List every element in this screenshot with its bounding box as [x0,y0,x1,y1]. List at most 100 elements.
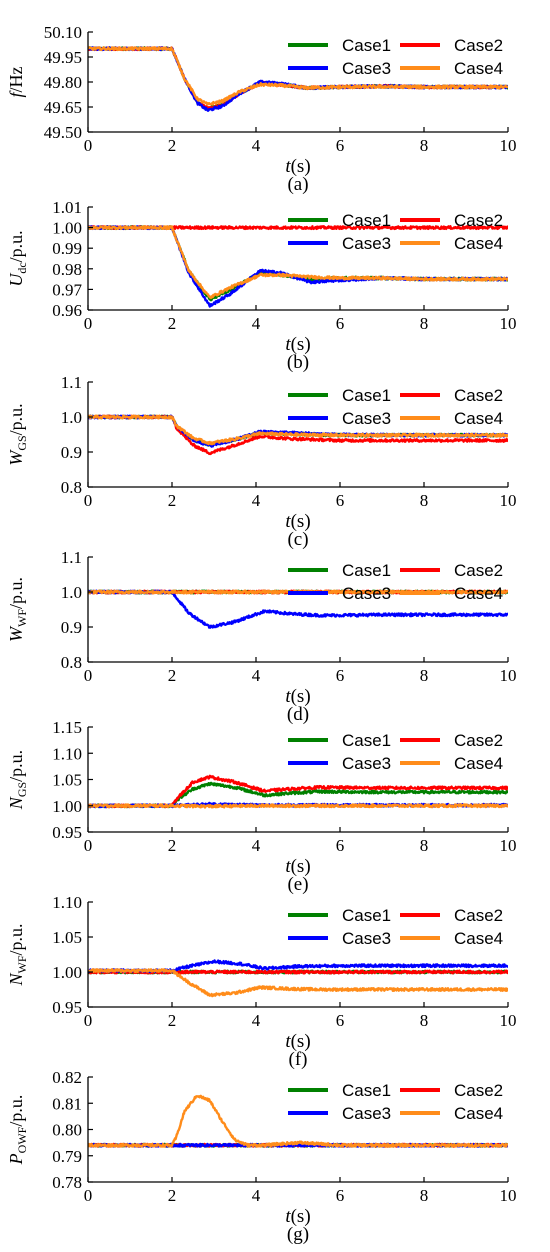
y-axis-label: WWF/p.u. [6,577,29,642]
legend-label-case3: Case3 [342,1104,391,1123]
legend-label-case4: Case4 [454,584,503,603]
x-label-var: t [285,156,291,177]
legend-label-case2: Case2 [454,386,503,405]
x-label-unit: (s) [291,334,311,355]
legend-label-case3: Case3 [342,59,391,78]
legend-label-case2: Case2 [454,1081,503,1100]
y-tick-label: 0.97 [52,280,82,299]
x-tick-label: 0 [84,314,93,333]
panel-caption: (b) [287,352,309,373]
x-tick-label: 6 [336,666,345,685]
y-tick-label: 1.10 [52,893,82,912]
y-axis-label: f/Hz [6,66,26,97]
x-tick-label: 4 [252,836,261,855]
x-label-unit: (s) [291,1031,311,1052]
series-line-case3 [88,46,508,112]
y-tick-label: 0.8 [61,653,82,672]
x-tick-label: 10 [500,1011,517,1030]
legend-label-case3: Case3 [342,234,391,253]
x-tick-label: 2 [168,1011,177,1030]
y-tick-label: 1.05 [52,771,82,790]
series-line-case1 [88,46,508,111]
y-tick-label: 0.80 [52,1121,82,1140]
legend-label-case4: Case4 [454,929,503,948]
legend-label-case3: Case3 [342,929,391,948]
x-label-var: t [285,856,291,877]
y-tick-label: 1.05 [52,928,82,947]
x-axis-label: t(s) [285,686,310,707]
series-line-case4 [88,968,508,998]
legend-label-case1: Case1 [342,561,391,580]
x-tick-label: 4 [252,491,261,510]
y-tick-label: 0.9 [61,618,82,637]
legend-label-case1: Case1 [342,211,391,230]
x-tick-label: 0 [84,1011,93,1030]
x-tick-label: 10 [500,836,517,855]
x-label-unit: (s) [291,1206,311,1227]
x-tick-label: 2 [168,314,177,333]
panel-caption: (e) [287,874,308,895]
legend-label-case4: Case4 [454,754,503,773]
x-label-unit: (s) [291,511,311,532]
panel-caption: (a) [287,174,308,195]
y-tick-label: 1.0 [61,583,82,602]
legend-label-case4: Case4 [454,59,503,78]
x-tick-label: 0 [84,1186,93,1205]
x-label-var: t [285,1031,291,1052]
legend: Case1 Case2 Case3 Case4 [288,731,503,773]
series-line-case1 [88,225,508,302]
series-line-case4 [88,803,508,809]
x-tick-label: 2 [168,666,177,685]
x-tick-label: 2 [168,1186,177,1205]
x-tick-label: 10 [500,136,517,155]
x-tick-label: 4 [252,666,261,685]
y-label-sub: GS [15,435,29,450]
x-label-unit: (s) [291,156,311,177]
y-label-main: f [6,90,26,98]
y-tick-label: 49.95 [44,48,82,67]
y-tick-label: 1.01 [52,198,82,217]
legend-label-case4: Case4 [454,409,503,428]
x-tick-label: 2 [168,136,177,155]
x-tick-label: 0 [84,136,93,155]
legend-label-case1: Case1 [342,386,391,405]
legend-label-case1: Case1 [342,36,391,55]
x-axis-label: t(s) [285,856,310,877]
y-label-unit: /p.u. [6,230,26,262]
y-label-unit: /Hz [6,66,26,92]
x-tick-label: 6 [336,1186,345,1205]
series-line-case4 [88,46,508,106]
legend-label-case3: Case3 [342,754,391,773]
y-axis-label: POWF/p.u. [6,1095,29,1166]
chart-panel-a: 0 2 4 6 8 10 49.50 49.65 49.80 49.95 50.10 f/Hz t(s)… [6,23,517,195]
y-tick-label: 1.1 [61,548,82,567]
y-label-main: N [6,796,26,810]
legend-label-case2: Case2 [454,211,503,230]
y-label-sub: WF [15,609,29,627]
legend-label-case2: Case2 [454,561,503,580]
y-label-main: W [6,625,26,642]
legend-label-case3: Case3 [342,409,391,428]
legend: Case1 Case2 Case3 Case4 [288,906,503,948]
x-tick-label: 8 [420,314,429,333]
y-label-main: N [6,973,26,987]
y-label-main: P [6,1153,26,1165]
x-tick-label: 0 [84,491,93,510]
chart-panel-b: 0 2 4 6 8 10 0.96 0.970.98 0.991.00 1.01 Udc/p.u. t… [6,198,517,373]
x-tick-label: 6 [336,491,345,510]
y-label-unit: /p.u. [6,577,26,609]
x-tick-label: 2 [168,836,177,855]
x-tick-label: 0 [84,836,93,855]
y-tick-label: 1.00 [52,963,82,982]
y-tick-label: 1.1 [61,373,82,392]
x-tick-label: 10 [500,314,517,333]
panel-caption: (f) [289,1049,308,1070]
y-tick-label: 0.78 [52,1173,82,1192]
x-tick-label: 10 [500,491,517,510]
y-tick-label: 0.96 [52,301,82,320]
y-axis-label: WGS/p.u. [6,403,29,465]
series-line-case2 [88,46,508,111]
x-label-var: t [285,511,291,532]
y-tick-label: 0.82 [52,1068,82,1087]
